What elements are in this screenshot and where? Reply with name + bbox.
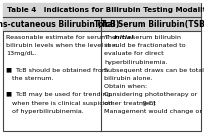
Text: Table 4   Indications for Bilirubin Testing Modalities and Inf: Table 4 Indications for Bilirubin Testin… [7, 7, 204, 13]
Text: Total Serum Bilirubin(TSB): Total Serum Bilirubin(TSB) [94, 20, 204, 29]
Bar [3, 17, 201, 31]
Text: hyperbilirubinemia.: hyperbilirubinemia. [104, 60, 167, 65]
Text: Obtain when:: Obtain when: [104, 84, 147, 89]
Text: the sternum.: the sternum. [6, 76, 53, 81]
Text: should be fractionated to: should be fractionated to [104, 43, 186, 48]
Text: 13mg/dL.: 13mg/dL. [6, 51, 36, 56]
Bar [3, 3, 201, 17]
Text: bilirubin levels when the level is <: bilirubin levels when the level is < [6, 43, 118, 48]
Text: The: The [104, 35, 118, 40]
Text: initial: initial [114, 35, 134, 40]
Text: Subsequent draws can be total: Subsequent draws can be total [104, 68, 204, 73]
Text: [J-C]: [J-C] [142, 101, 155, 106]
Text: ■  TcB should be obtained from: ■ TcB should be obtained from [6, 68, 108, 73]
Text: Considering phototherapy or: Considering phototherapy or [104, 92, 197, 97]
Text: Reasonable estimate for serum: Reasonable estimate for serum [6, 35, 107, 40]
Text: other treatment: other treatment [104, 101, 158, 106]
Text: evaluate for direct: evaluate for direct [104, 51, 164, 56]
Text: ■  TcB may be used for trending,: ■ TcB may be used for trending, [6, 92, 113, 97]
Text: when there is clinical suspicion: when there is clinical suspicion [6, 101, 113, 106]
Text: Trans-cutaneous Bilirubin (TcB): Trans-cutaneous Bilirubin (TcB) [0, 20, 120, 29]
Text: serum bilirubin: serum bilirubin [130, 35, 181, 40]
Text: Management would change or: Management would change or [104, 109, 202, 114]
Text: of hyperbilirubinemia.: of hyperbilirubinemia. [6, 109, 84, 114]
Text: bilirubin alone.: bilirubin alone. [104, 76, 152, 81]
